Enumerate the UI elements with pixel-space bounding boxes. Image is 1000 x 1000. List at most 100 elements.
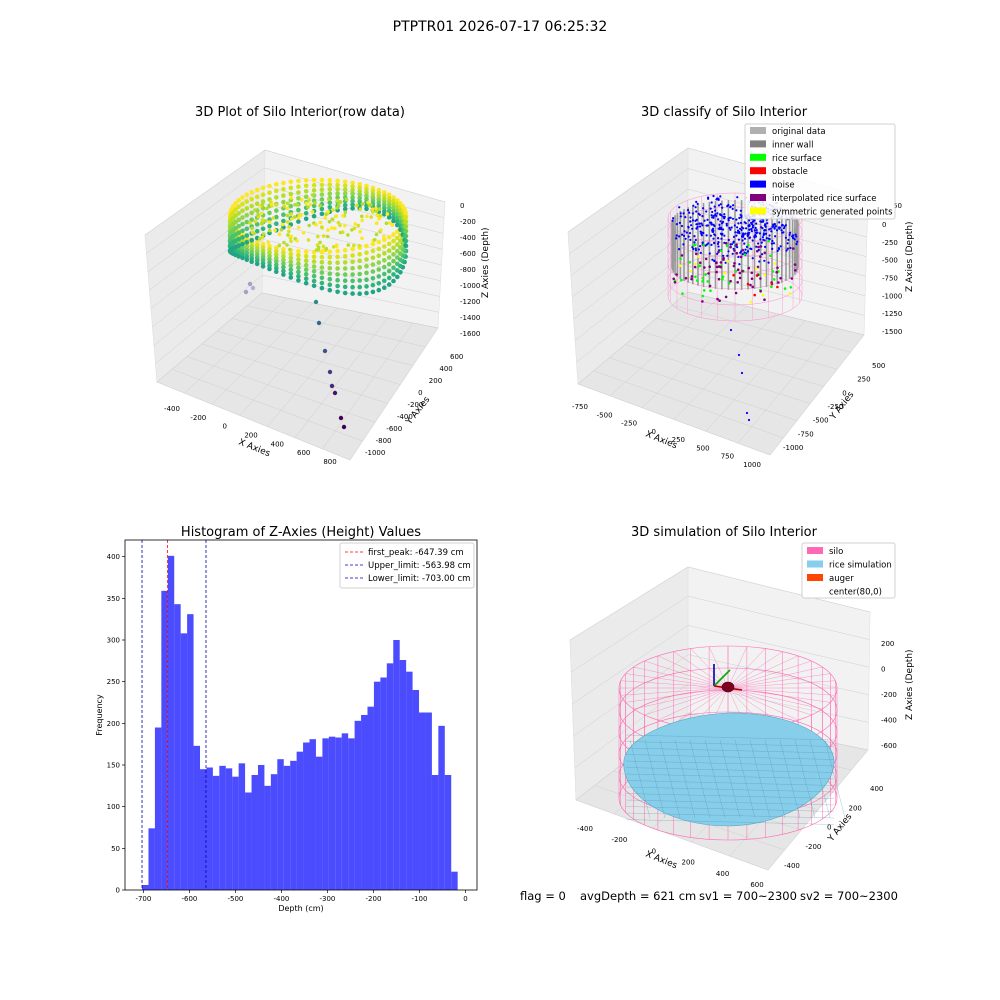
classified-point (719, 249, 723, 253)
histogram-bar (328, 736, 336, 890)
raw-data-point (329, 383, 335, 389)
raw-data-point (366, 200, 370, 205)
classified-point (763, 298, 766, 302)
raw-data-point (335, 289, 340, 295)
classified-point (735, 251, 739, 255)
classified-point (738, 263, 741, 266)
raw-data-point (390, 223, 395, 227)
simulation-legend: silo rice simulation auger center(80,0) (801, 542, 896, 599)
raw-data-point (281, 187, 286, 192)
raw-data-point (296, 178, 301, 184)
raw-data-point (296, 273, 301, 279)
raw-data-point (296, 261, 301, 267)
classified-point (679, 257, 682, 261)
raw-data-point (288, 275, 294, 280)
raw-data-point (364, 250, 369, 256)
raw-data-point (391, 245, 396, 251)
raw-data-point (325, 234, 330, 239)
classified-point (731, 252, 734, 255)
raw-y-tick: -1000 (365, 449, 385, 457)
classified-point (688, 211, 691, 214)
classified-point (717, 237, 720, 240)
classified-point (769, 254, 772, 258)
histogram-bar (380, 677, 387, 890)
raw-z-tick: 0 (460, 202, 464, 210)
raw-data-point (322, 348, 328, 354)
classified-point (759, 220, 762, 223)
classified-point (694, 206, 697, 209)
classified-point (696, 225, 699, 229)
classified-point (716, 242, 720, 245)
raw-data-point (327, 287, 333, 293)
classified-point (743, 253, 747, 256)
raw-data-point (357, 258, 363, 264)
legend-label: Lower_limit: -703.00 cm (368, 574, 470, 584)
classified-point (675, 237, 678, 240)
histogram-x-tick: -200 (366, 895, 382, 903)
raw-data-point (244, 247, 250, 253)
raw-data-point (303, 216, 309, 222)
classify-x-tick: 1000 (743, 461, 761, 469)
classify-plot-title: 3D classify of Silo Interior (641, 105, 808, 120)
raw-data-point (274, 262, 279, 268)
raw-data-point (327, 260, 333, 266)
raw-data-point (244, 233, 250, 238)
raw-y-tick: -600 (386, 425, 402, 433)
raw-data-point (274, 269, 279, 275)
raw-data-point (364, 277, 369, 283)
classified-point (741, 269, 744, 273)
raw-data-point (244, 250, 250, 256)
classified-point (693, 241, 696, 244)
classified-point (763, 259, 766, 262)
raw-z-tick: -1000 (460, 282, 480, 290)
raw-data-point (357, 185, 363, 190)
raw-y-tick: -800 (376, 437, 392, 445)
raw-data-point (236, 217, 241, 223)
classified-point (717, 265, 721, 268)
classified-point (763, 229, 766, 232)
classified-point (740, 228, 743, 232)
classified-point (739, 213, 742, 216)
classified-point (696, 202, 699, 205)
raw-data-point (350, 291, 355, 296)
classified-point (692, 204, 695, 207)
raw-data-point (240, 195, 245, 200)
classified-point (726, 260, 730, 263)
raw-data-point (364, 193, 369, 199)
classified-point (701, 224, 704, 227)
classified-point (711, 230, 714, 233)
classified-point (708, 284, 712, 288)
raw-data-point (289, 239, 293, 243)
raw-data-point (307, 223, 312, 228)
raw-data-point (327, 220, 332, 224)
raw-data-point (236, 211, 241, 216)
classified-point (707, 272, 710, 275)
raw-data-point (327, 265, 333, 271)
histogram-y-tick: 100 (107, 803, 120, 811)
histogram-bar (264, 785, 271, 890)
classified-point (786, 242, 789, 245)
raw-data-point (364, 243, 369, 249)
raw-data-point (350, 187, 355, 193)
raw-data-point (386, 202, 392, 207)
raw-data-point (327, 191, 333, 197)
raw-data-point (249, 210, 254, 216)
classified-point (722, 254, 725, 257)
classified-point (706, 280, 709, 283)
legend-label: auger (829, 574, 854, 584)
classified-point (701, 300, 704, 303)
raw-data-point (311, 203, 317, 209)
classified-point (735, 209, 738, 212)
raw-data-point (327, 282, 333, 288)
raw-data-point (303, 262, 309, 268)
classified-point (793, 238, 796, 241)
classified-point (756, 265, 760, 269)
classified-point (743, 237, 747, 240)
legend-swatch (750, 180, 766, 188)
histogram-bar (451, 871, 458, 890)
raw-data-point (357, 252, 363, 257)
classified-point (711, 227, 715, 230)
histogram-bar (290, 760, 297, 890)
classified-point (789, 231, 792, 234)
raw-data-point (370, 188, 376, 194)
